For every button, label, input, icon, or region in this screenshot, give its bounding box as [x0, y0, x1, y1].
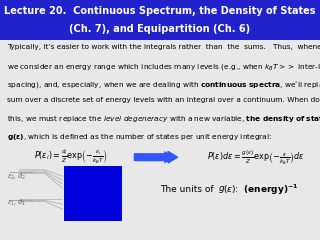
Text: Typically, it’s easier to work with the integrals rather  than  the  sums.   Thu: Typically, it’s easier to work with the …: [7, 44, 320, 50]
Text: we consider an energy range which includes many levels (e.g., when $k_BT >>$ int: we consider an energy range which includ…: [7, 62, 320, 72]
Text: $\varepsilon_1, d_1$: $\varepsilon_1, d_1$: [7, 198, 26, 208]
Text: $(\varepsilon)$:  $\mathbf{(energy)^{-1}}$: $(\varepsilon)$: $\mathbf{(energy)^{-1}}…: [223, 182, 299, 197]
Text: $P(\varepsilon_i) = \frac{d_i}{Z}\exp\!\left(-\frac{\varepsilon_i}{k_BT}\right)$: $P(\varepsilon_i) = \frac{d_i}{Z}\exp\!\…: [34, 148, 107, 166]
FancyArrow shape: [134, 151, 178, 163]
Text: $P(\varepsilon)d\varepsilon = \frac{g(\varepsilon)}{Z}\exp\!\left(-\frac{\vareps: $P(\varepsilon)d\varepsilon = \frac{g(\v…: [207, 148, 305, 167]
Text: $\bf{g(\varepsilon)}$, which is defined as the number of states per unit energy : $\bf{g(\varepsilon)}$, which is defined …: [7, 132, 272, 142]
Bar: [64, 166, 122, 221]
Text: $\varepsilon_2, d_2$: $\varepsilon_2, d_2$: [7, 171, 26, 181]
Text: Lecture 20.  Continuous Spectrum, the Density of States: Lecture 20. Continuous Spectrum, the Den…: [4, 6, 316, 16]
Text: spacing), and, especially, when we are dealing with $\bf{continuous\ spectra}$, : spacing), and, especially, when we are d…: [7, 79, 320, 90]
Bar: [0, 0, 320, 40]
Text: $g$: $g$: [218, 184, 226, 195]
Text: (Ch. 7), and Equipartition (Ch. 6): (Ch. 7), and Equipartition (Ch. 6): [69, 24, 251, 34]
Text: sum over a discrete set of energy levels with an integral over a continuum. When: sum over a discrete set of energy levels…: [7, 97, 320, 103]
Text: this, we must replace the $\it{level\ degeneracy}$ with a new variable, $\bf{the: this, we must replace the $\it{level\ de…: [7, 114, 320, 125]
Text: The units of: The units of: [160, 185, 217, 194]
